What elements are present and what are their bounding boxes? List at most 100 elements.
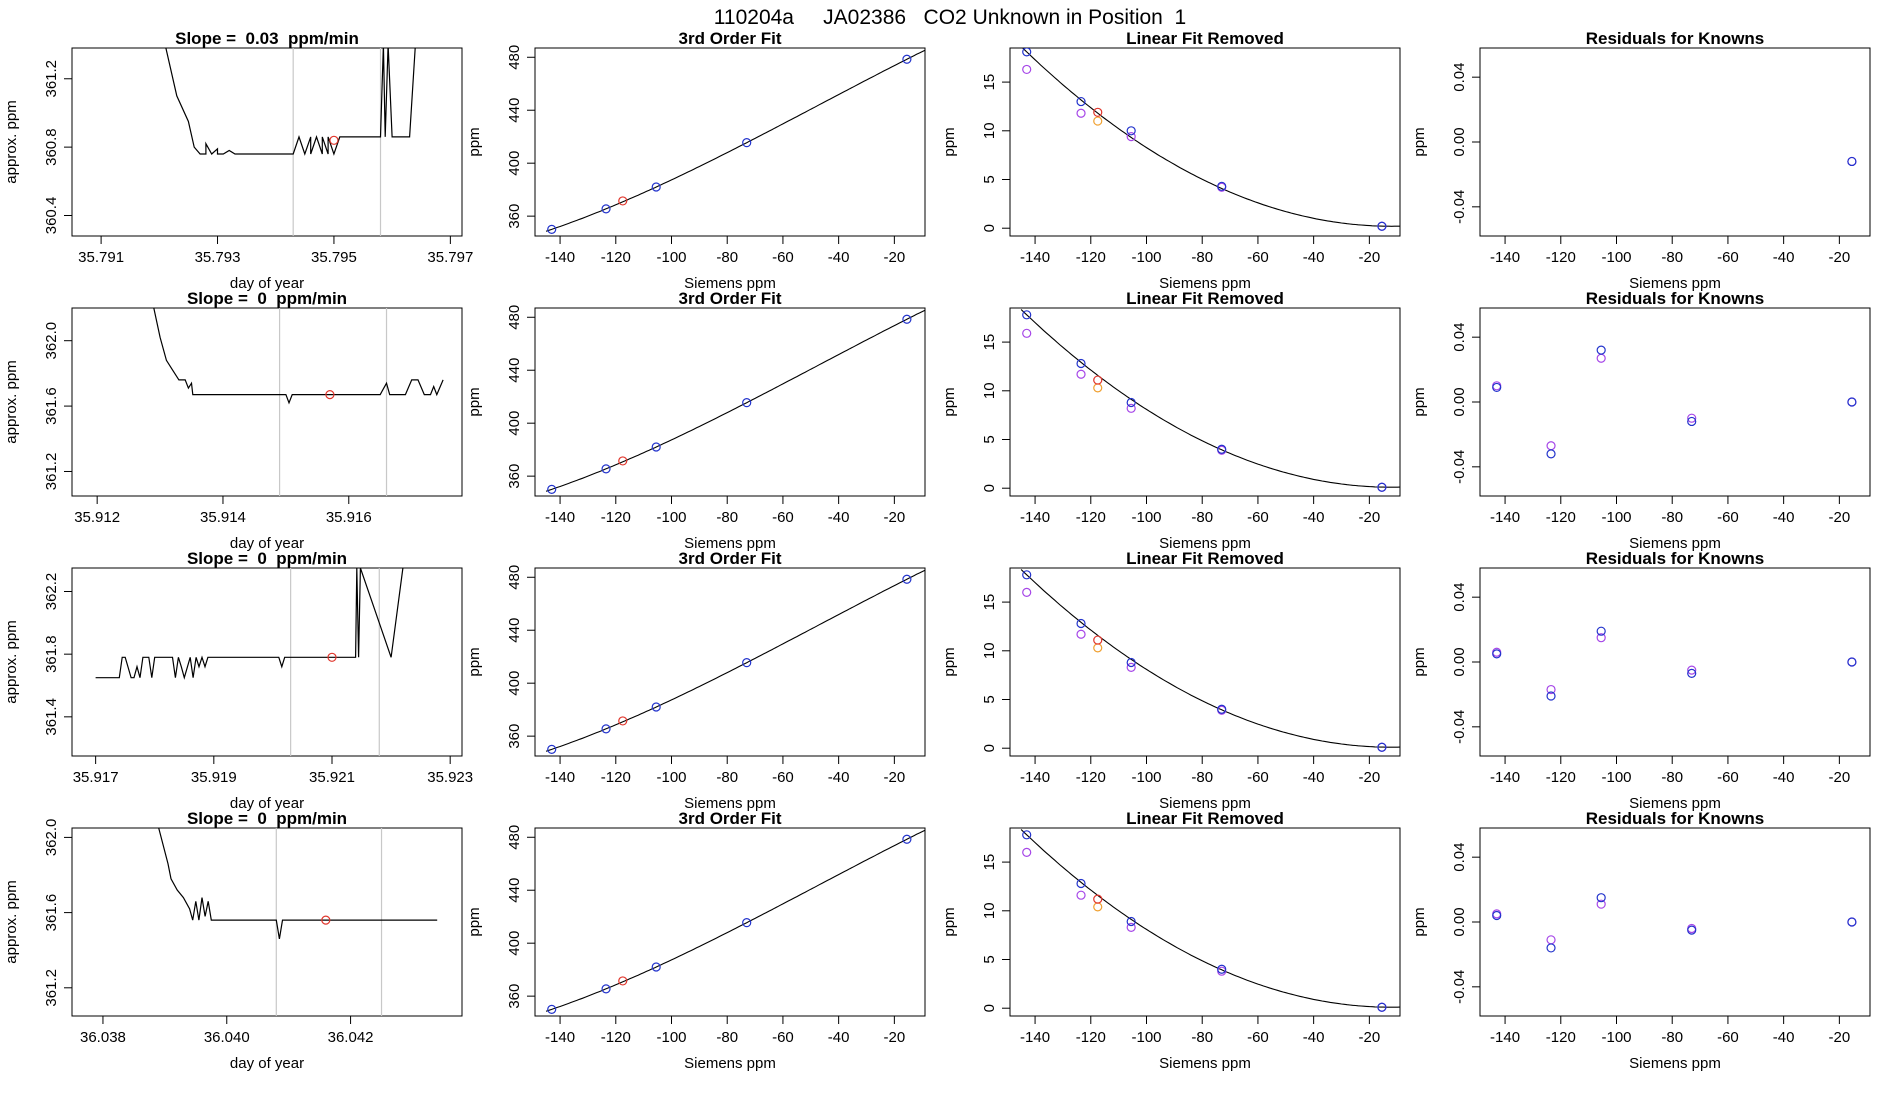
red-point [618,456,628,466]
x-tick-label: -60 [1247,1029,1269,1046]
chart-panel-r4-ts: Slope = 0 ppm/min day of year approx. ppm 3… [3,809,463,1072]
plot-area [1492,345,1857,459]
blue-point [601,984,611,994]
fit-curve-line [545,569,925,752]
x-tick-label: -120 [1076,1029,1106,1046]
y-tick-label: 440 [506,98,523,123]
y-tick-label: 440 [506,618,523,643]
blue-point [651,442,661,452]
y-tick-label: 15 [981,334,998,351]
x-tick-label: -60 [772,509,794,526]
y-tick-label: 361.2 [43,969,60,1007]
y-tick-label: 361.8 [43,635,60,673]
blue-point [601,724,611,734]
x-tick-label: 36.038 [80,1029,126,1046]
purple-point [1076,369,1086,379]
orange-point [1093,383,1103,393]
blue-point [1022,48,1032,57]
x-tick-label: -120 [1546,769,1576,786]
blue-point [742,918,752,928]
x-tick-label: -80 [1191,249,1213,266]
blue-point [1687,925,1697,935]
purple-point [1076,629,1086,639]
x-tick-label: 36.042 [328,1029,374,1046]
x-tick-label: -80 [1661,509,1683,526]
x-axis-label: Siemens ppm [1159,795,1251,812]
chart-panel-r2-res: Residuals for Knowns Siemens ppm ppm -140 -1… [1411,289,1871,552]
purple-point [1022,587,1032,597]
blue-point [1217,704,1227,714]
plot-area [1021,48,1400,231]
plot-area [1020,309,1400,492]
y-axis-label: ppm [941,387,958,416]
y-tick-label: 5 [981,955,998,963]
chart-title: Slope = 0 ppm/min [187,549,347,568]
x-tick-label: 35.912 [74,509,120,526]
x-tick-label: -60 [1717,769,1739,786]
x-tick-label: 36.040 [204,1029,250,1046]
y-tick-label: 360 [506,984,523,1009]
y-tick-label: 0 [981,744,998,752]
fit-curve-line [1020,309,1400,488]
fit-curve-line [1021,48,1400,227]
x-tick-label: 35.797 [427,249,473,266]
x-tick-label: -120 [601,249,631,266]
blue-point [902,54,912,64]
plot-frame [71,827,463,1017]
fit-curve-line [545,309,925,492]
y-axis-label: approx. ppm [3,100,20,183]
chart-title: 3rd Order Fit [679,549,782,568]
chart-title: Slope = 0.03 ppm/min [175,29,359,48]
x-axis-label: Siemens ppm [1629,795,1721,812]
x-tick-label: -40 [1303,1029,1325,1046]
x-tick-label: -20 [1829,1029,1851,1046]
purple-point [1596,353,1606,363]
plot-frame [71,47,463,237]
y-tick-label: 15 [981,74,998,91]
sample-mean-point [329,135,339,145]
y-tick-label: 5 [981,695,998,703]
x-tick-label: -20 [1829,509,1851,526]
x-tick-label: -80 [1191,1029,1213,1046]
y-tick-label: 0 [981,484,998,492]
y-tick-label: 360 [506,464,523,489]
x-tick-label: -100 [1601,769,1631,786]
blue-point [1546,449,1556,459]
chart-title: Residuals for Knowns [1586,29,1765,48]
x-axis-label: Siemens ppm [1629,1055,1721,1072]
y-axis-label: ppm [1411,127,1428,156]
x-tick-label: -140 [1020,1029,1050,1046]
x-tick-label: -80 [1191,769,1213,786]
blue-point [1126,126,1136,136]
blue-point [1076,878,1086,889]
plot-area [545,49,925,234]
chart-panel-r3-lin: Linear Fit Removed Siemens ppm ppm -140 -120… [941,549,1401,812]
purple-point [1126,132,1136,142]
y-tick-label: -0.04 [1451,190,1468,224]
plot-frame [534,827,926,1017]
blue-point [1492,910,1502,921]
x-tick-label: -20 [884,1029,906,1046]
blue-point [742,658,752,668]
y-tick-label: 480 [506,305,523,330]
x-tick-label: -100 [1601,249,1631,266]
blue-point [1847,657,1857,667]
blue-point [547,484,557,494]
x-tick-label: -120 [601,769,631,786]
sample-mean-point [321,915,331,925]
y-tick-label: 480 [506,565,523,590]
blue-point [1076,618,1086,629]
y-tick-label: 361.4 [43,698,60,736]
x-tick-label: -100 [1601,509,1631,526]
x-tick-label: -120 [601,1029,631,1046]
x-tick-label: -120 [1546,249,1576,266]
x-axis-label: Siemens ppm [1629,535,1721,552]
x-axis-label: Siemens ppm [1159,535,1251,552]
plot-frame [1479,307,1871,497]
y-tick-label: 440 [506,878,523,903]
y-tick-label: 10 [981,382,998,399]
x-tick-label: -100 [656,509,686,526]
purple-point [1546,441,1556,451]
x-tick-label: -100 [1131,509,1161,526]
plot-area [545,829,925,1014]
